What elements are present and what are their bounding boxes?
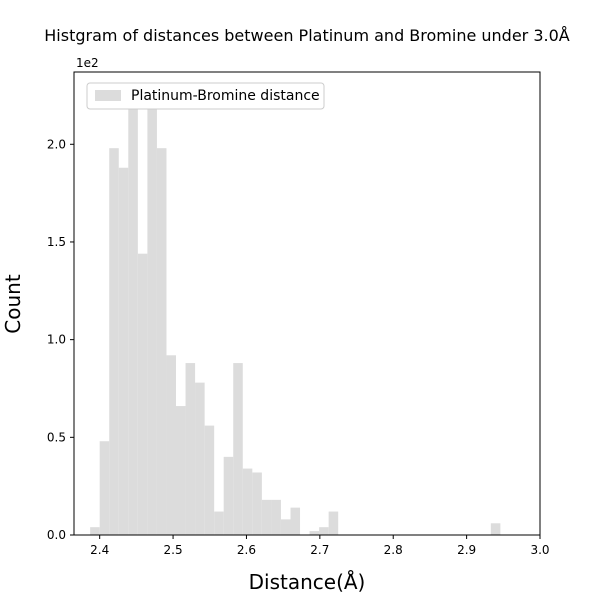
x-tick-label: 2.5 bbox=[164, 543, 183, 557]
histogram-bar-12 bbox=[204, 425, 215, 535]
histogram-bar-5 bbox=[137, 253, 148, 536]
x-tick-label: 2.9 bbox=[457, 543, 476, 557]
x-tick-label: 3.0 bbox=[530, 543, 549, 557]
histogram-bar-24 bbox=[319, 527, 329, 535]
histogram-bar-6 bbox=[147, 97, 157, 536]
histogram-bar-8 bbox=[166, 355, 177, 535]
legend-box bbox=[86, 82, 325, 110]
histogram-bar-7 bbox=[156, 148, 167, 535]
x-tick-label: 2.7 bbox=[310, 543, 329, 557]
legend-entry-label: Platinum-Bromine distance bbox=[131, 88, 320, 104]
histogram-bar-15 bbox=[233, 363, 243, 535]
histogram-bar-1 bbox=[99, 441, 110, 535]
histogram-bar-13 bbox=[214, 511, 224, 535]
histogram-bar-9 bbox=[176, 406, 186, 535]
y-tick-label: 0.5 bbox=[47, 430, 66, 444]
chart-title: Histgram of distances between Platinum a… bbox=[44, 26, 570, 45]
y-axis-ticks: 0.0 0.5 1.0 1.5 2.0 bbox=[47, 137, 74, 542]
histogram-bar-23 bbox=[309, 531, 320, 535]
x-axis-label: Distance(Å) bbox=[249, 570, 366, 594]
histogram-bar-11 bbox=[195, 382, 205, 535]
y-tick-label: 1.0 bbox=[47, 333, 66, 347]
histogram-bar-14 bbox=[223, 456, 234, 535]
histogram-bar-0 bbox=[90, 527, 100, 535]
y-tick-label: 2.0 bbox=[47, 137, 66, 151]
y-axis-label: Count bbox=[1, 274, 25, 334]
histogram-bar-21 bbox=[290, 507, 301, 535]
y-axis-offset-label: 1e2 bbox=[76, 56, 99, 70]
histogram-bar-3 bbox=[118, 167, 129, 535]
histogram-bar-2 bbox=[109, 148, 119, 535]
histogram-bar-17 bbox=[252, 472, 262, 535]
histogram-bar-26 bbox=[490, 523, 501, 535]
plot-frame bbox=[73, 71, 541, 536]
x-axis-ticks: 2.4 2.5 2.6 2.7 2.8 2.9 3.0 bbox=[90, 535, 550, 557]
x-tick-label: 2.8 bbox=[384, 543, 403, 557]
histogram-bar-18 bbox=[261, 499, 272, 535]
histogram-bar-16 bbox=[242, 468, 253, 535]
y-tick-label: 1.5 bbox=[47, 235, 66, 249]
legend: Platinum-Bromine distance bbox=[86, 82, 325, 110]
histogram-bar-20 bbox=[280, 519, 291, 535]
histogram-bar-4 bbox=[128, 109, 138, 536]
x-tick-label: 2.4 bbox=[90, 543, 109, 557]
histogram-bar-25 bbox=[328, 511, 339, 535]
histogram-bar-10 bbox=[185, 363, 196, 535]
histogram-bars bbox=[90, 97, 501, 536]
legend-swatch bbox=[95, 90, 121, 101]
x-tick-label: 2.6 bbox=[237, 543, 256, 557]
histogram-bar-19 bbox=[271, 499, 281, 535]
y-tick-label: 0.0 bbox=[47, 528, 66, 542]
